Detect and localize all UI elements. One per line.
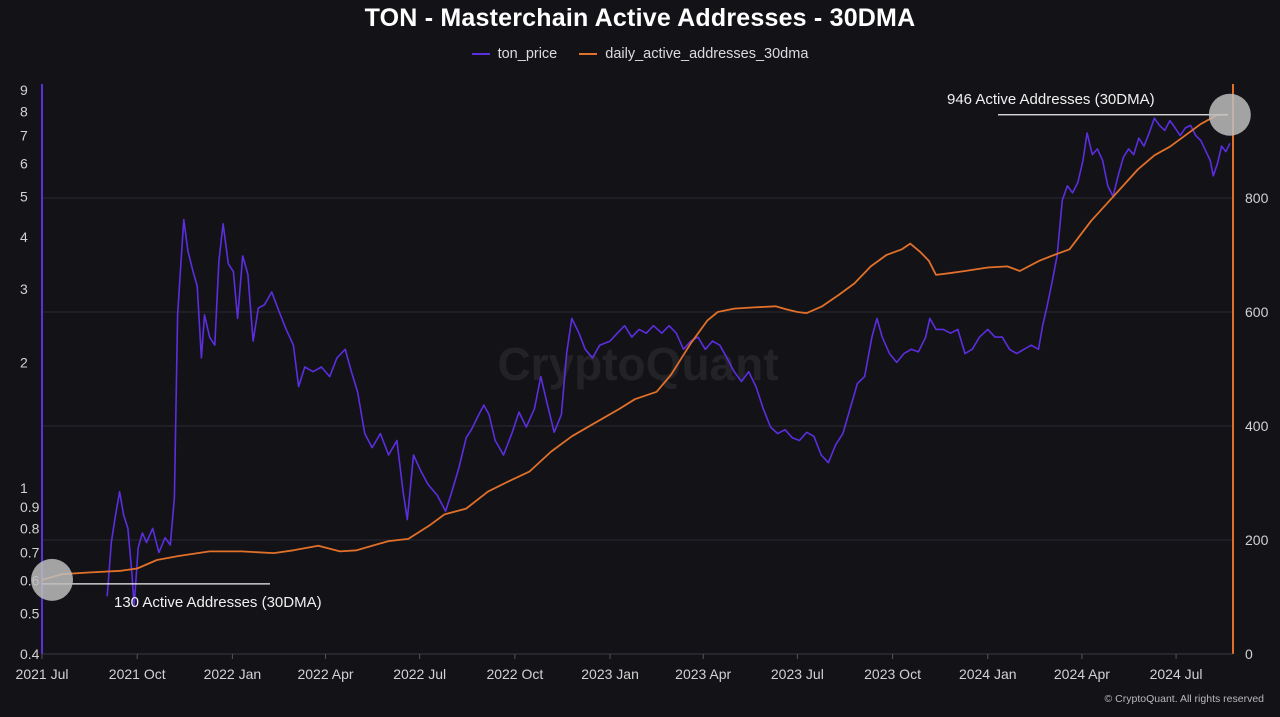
left-tick-label: 0.7 xyxy=(20,545,40,561)
chart-legend: ton_price daily_active_addresses_30dma xyxy=(0,46,1280,62)
left-tick-label: 0.4 xyxy=(20,646,40,662)
series-line-active-addresses xyxy=(41,113,1228,581)
x-tick-label: 2024 Jul xyxy=(1150,666,1203,682)
series-line-ton-price xyxy=(106,117,1231,608)
right-axis-ticks: 0 200 400 600 800 xyxy=(1245,190,1269,662)
annotation-label-start: 130 Active Addresses (30DMA) xyxy=(114,594,322,611)
left-tick-label: 0.5 xyxy=(20,606,40,622)
legend-swatch-active-addresses xyxy=(579,53,598,55)
x-tick-label: 2021 Oct xyxy=(109,666,166,682)
right-tick-label: 400 xyxy=(1245,418,1269,434)
annotation-marker-start xyxy=(31,558,73,601)
x-tick-label: 2023 Apr xyxy=(675,666,731,682)
left-tick-label: 5 xyxy=(20,188,28,204)
left-tick-label: 0.8 xyxy=(20,520,40,536)
left-tick-label: 2 xyxy=(20,354,28,370)
copyright-text: © CryptoQuant. All rights reserved xyxy=(1104,693,1264,705)
x-tick-label: 2022 Jan xyxy=(204,666,262,682)
left-tick-label: 4 xyxy=(20,229,28,245)
x-tick-label: 2021 Jul xyxy=(16,666,69,682)
x-tick-label: 2023 Jul xyxy=(771,666,824,682)
right-tick-label: 800 xyxy=(1245,190,1269,206)
x-tick-label: 2022 Jul xyxy=(393,666,446,682)
right-tick-label: 200 xyxy=(1245,532,1269,548)
left-tick-label: 9 xyxy=(20,82,28,98)
x-tick-label: 2024 Jan xyxy=(959,666,1017,682)
grid-lines xyxy=(42,197,1233,541)
x-tick-label: 2022 Apr xyxy=(297,666,353,682)
right-tick-label: 0 xyxy=(1245,646,1253,662)
annotation-label-end: 946 Active Addresses (30DMA) xyxy=(947,91,1155,108)
x-axis-ticks: 2021 Jul 2021 Oct 2022 Jan 2022 Apr 2022 Jul… xyxy=(16,654,1203,682)
left-tick-label: 6 xyxy=(20,155,28,171)
left-tick-label: 0.9 xyxy=(20,499,40,515)
legend-label-active-addresses: daily_active_addresses_30dma xyxy=(605,46,809,62)
watermark: CryptoQuant xyxy=(497,338,778,390)
legend-label-ton-price: ton_price xyxy=(497,46,558,62)
x-tick-label: 2023 Jan xyxy=(581,666,639,682)
left-tick-label: 8 xyxy=(20,103,28,119)
annotation-marker-end xyxy=(1208,93,1251,136)
x-tick-label: 2022 Oct xyxy=(486,666,543,682)
legend-item-active-addresses[interactable]: daily_active_addresses_30dma xyxy=(579,46,808,62)
left-tick-label: 1 xyxy=(20,480,28,496)
right-tick-label: 600 xyxy=(1245,304,1269,320)
left-tick-label: 7 xyxy=(20,127,28,143)
annotations: 130 Active Addresses (30DMA) 946 Active A… xyxy=(31,91,1251,611)
legend-swatch-ton-price xyxy=(471,53,490,55)
chart-title: TON - Masterchain Active Addresses - 30D… xyxy=(364,4,916,32)
x-tick-label: 2024 Apr xyxy=(1054,666,1110,682)
left-tick-label: 3 xyxy=(20,281,28,297)
x-tick-label: 2023 Oct xyxy=(864,666,921,682)
legend-item-ton-price[interactable]: ton_price xyxy=(471,46,558,62)
